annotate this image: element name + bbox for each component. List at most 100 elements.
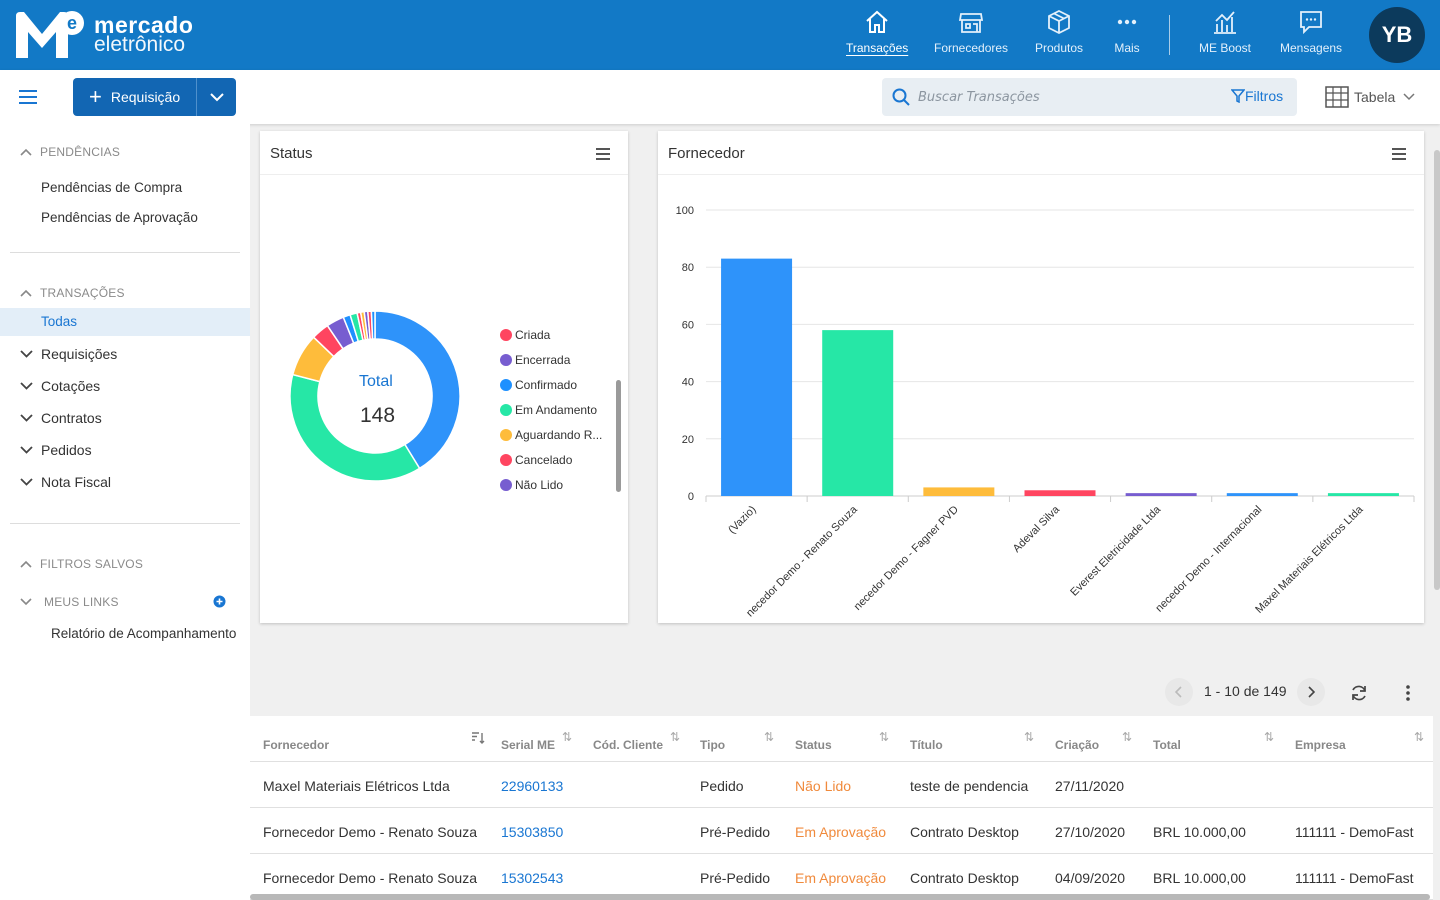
top-header: [0, 0, 1440, 70]
nav-mensagens[interactable]: Mensagens: [1280, 8, 1342, 55]
col-fornecedor[interactable]: Fornecedor: [263, 738, 330, 752]
col-criacao[interactable]: Criação: [1055, 738, 1100, 752]
cell-criacao: 27/11/2020: [1055, 778, 1125, 794]
nav-transacoes[interactable]: Transações: [846, 8, 908, 55]
sort-icon[interactable]: ⇅: [1264, 730, 1275, 744]
col-tipo[interactable]: Tipo: [700, 738, 726, 752]
pager-text: 1 - 10 de 149: [1204, 683, 1287, 699]
section-filtros-salvos[interactable]: FILTROS SALVOS: [20, 557, 143, 571]
new-requisicao-button[interactable]: + Requisição: [73, 78, 236, 116]
bar[interactable]: [822, 330, 894, 496]
legend-scrollbar[interactable]: [616, 380, 621, 492]
col-serial-me[interactable]: Serial ME: [501, 738, 556, 752]
legend-label: Cancelado: [515, 453, 573, 467]
bar[interactable]: [923, 487, 995, 496]
cell-fornecedor: Fornecedor Demo - Renato Souza: [263, 870, 477, 886]
bar[interactable]: [1125, 493, 1197, 496]
legend-item[interactable]: Cancelado: [500, 453, 572, 467]
fornecedor-menu-icon[interactable]: [1392, 148, 1406, 163]
cell-serial-link[interactable]: 22960133: [501, 778, 564, 794]
table-row[interactable]: Fornecedor Demo - Renato Souza 15303850 …: [250, 808, 1433, 854]
cell-serial-link[interactable]: 15303850: [501, 824, 564, 840]
page-scrollbar[interactable]: [1434, 150, 1440, 590]
user-avatar[interactable]: YB: [1369, 7, 1425, 63]
table-horizontal-scrollbar[interactable]: [250, 894, 1430, 900]
menu-icon[interactable]: [19, 90, 37, 104]
sidebar-group-contratos[interactable]: Contratos: [20, 410, 102, 426]
bar[interactable]: [1226, 493, 1298, 496]
sidebar-group-pedidos[interactable]: Pedidos: [20, 442, 92, 458]
view-selector[interactable]: Tabela: [1325, 86, 1415, 108]
sidebar-item-pendencias-compra[interactable]: Pendências de Compra: [41, 180, 183, 195]
legend-item[interactable]: Confirmado: [500, 378, 577, 392]
sidebar-group-cotacoes[interactable]: Cotações: [20, 378, 100, 394]
cell-criacao: 27/10/2020: [1055, 824, 1126, 840]
legend-item[interactable]: Criada: [500, 328, 550, 342]
add-link-icon[interactable]: [213, 595, 226, 608]
new-requisicao-dropdown[interactable]: [196, 78, 236, 116]
cell-criacao: 04/09/2020: [1055, 870, 1126, 886]
legend-item[interactable]: Não Lido: [500, 478, 563, 492]
table-row[interactable]: Maxel Materiais Elétricos Ltda 22960133 …: [250, 762, 1433, 808]
more-options-icon[interactable]: [1404, 684, 1412, 702]
bar[interactable]: [1327, 493, 1399, 496]
sort-icon[interactable]: ⇅: [1122, 730, 1133, 744]
legend-marker: [500, 354, 512, 366]
chevron-down-icon: [1403, 93, 1415, 101]
donut-segment[interactable]: [374, 310, 461, 470]
search-input[interactable]: [918, 86, 1218, 108]
nav-fornecedores[interactable]: Fornecedores: [934, 8, 1008, 55]
chart-icon: [1214, 11, 1237, 34]
search-box: Filtros: [882, 78, 1297, 116]
cell-titulo: Contrato Desktop: [910, 870, 1019, 886]
sidebar-item-todas[interactable]: Todas: [41, 314, 78, 329]
new-requisicao-label: Requisição: [110, 89, 181, 105]
cell-total: BRL 10.000,00: [1153, 870, 1246, 886]
legend-item[interactable]: Aguardando R...: [500, 428, 602, 442]
sort-icon[interactable]: ⇅: [562, 730, 573, 744]
sort-icon[interactable]: ⇅: [879, 730, 890, 744]
col-total[interactable]: Total: [1153, 738, 1181, 752]
nav-me-boost[interactable]: ME Boost: [1199, 8, 1251, 55]
bar[interactable]: [1024, 490, 1096, 496]
prev-page-button[interactable]: [1165, 678, 1193, 706]
y-tick-label: 100: [676, 205, 694, 217]
filters-button[interactable]: Filtros: [1231, 88, 1283, 104]
search-icon: [892, 88, 910, 106]
col-empresa[interactable]: Empresa: [1295, 738, 1346, 752]
sidebar-group-nota-fiscal[interactable]: Nota Fiscal: [20, 474, 111, 490]
col-titulo[interactable]: Título: [910, 738, 943, 752]
cell-serial-link[interactable]: 15302543: [501, 870, 564, 886]
cell-total: BRL 10.000,00: [1153, 824, 1246, 840]
fornecedor-bar-chart: 0 20 40 60 80 100 (Vazio)necedor Demo - Renato…: [676, 205, 1415, 619]
dots-icon: [1117, 19, 1137, 25]
nav-produtos[interactable]: Produtos: [1035, 8, 1083, 55]
legend-item[interactable]: Encerrada: [500, 353, 570, 367]
sidebar-group-requisicoes[interactable]: Requisições: [20, 346, 117, 362]
section-pendencias[interactable]: PENDÊNCIAS: [20, 145, 120, 159]
col-cod-cliente[interactable]: Cód. Cliente: [593, 738, 664, 752]
bar[interactable]: [721, 258, 793, 496]
donut-segment[interactable]: [370, 310, 376, 340]
status-menu-icon[interactable]: [596, 148, 610, 163]
table-row[interactable]: Fornecedor Demo - Renato Souza 15302543 …: [250, 854, 1433, 900]
sort-icon[interactable]: ⇅: [670, 730, 681, 744]
sort-active-icon[interactable]: [471, 732, 485, 744]
chevron-down-icon: [20, 350, 33, 358]
brand-logo[interactable]: e mercado eletrônico: [14, 10, 193, 60]
sort-icon[interactable]: ⇅: [764, 730, 775, 744]
sidebar-item-pendencias-aprovacao[interactable]: Pendências de Aprovação: [41, 210, 198, 225]
legend-item[interactable]: Em Andamento: [500, 403, 597, 417]
next-page-button[interactable]: [1297, 678, 1325, 706]
col-status[interactable]: Status: [795, 738, 832, 752]
new-requisicao-main[interactable]: + Requisição: [73, 78, 196, 116]
section-transacoes[interactable]: TRANSAÇÕES: [20, 286, 125, 300]
sort-icon[interactable]: ⇅: [1414, 730, 1425, 744]
refresh-icon[interactable]: [1350, 684, 1368, 702]
saved-link-item[interactable]: Relatório de Acompanhamento: [51, 626, 237, 641]
cell-empresa: 111111 - DemoFast: [1295, 824, 1414, 840]
donut-segment[interactable]: [289, 373, 421, 482]
sort-icon[interactable]: ⇅: [1024, 730, 1035, 744]
nav-mais[interactable]: Mais: [1113, 8, 1141, 55]
section-meus-links[interactable]: MEUS LINKS: [20, 595, 119, 609]
